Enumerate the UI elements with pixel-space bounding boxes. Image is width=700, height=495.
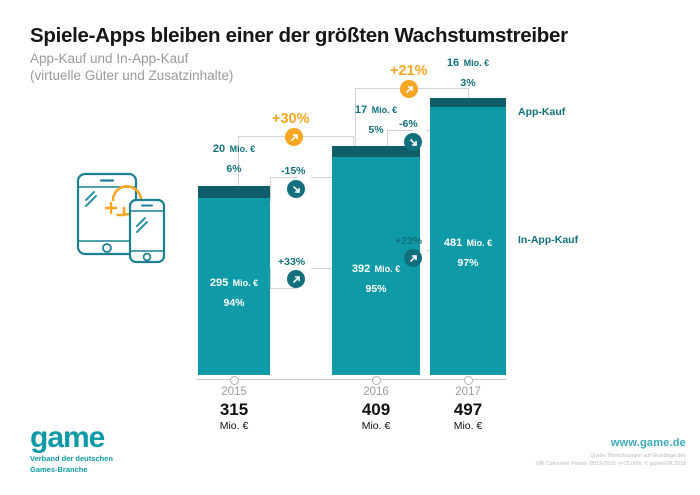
axis-group-2016: 2016 409 Mio. € — [316, 386, 436, 432]
logo-subtitle-line-1: Verband der deutschen — [30, 454, 113, 463]
bar-2017-inapp-label: 481 Mio. € 97% — [443, 237, 493, 269]
bar-2015-app-label: 20 Mio. € 6% — [212, 143, 256, 175]
logo-wordmark: game — [30, 421, 105, 454]
growth-app-2016-2017-label: -6% — [399, 118, 418, 130]
legend-label-app-kauf: App-Kauf — [518, 106, 566, 118]
axis-year-2016: 2016 — [363, 386, 389, 398]
bar-2017[interactable] — [430, 98, 506, 375]
axis-unit-2016: Mio. € — [361, 419, 391, 432]
bar-2017-app-label: 16 Mio. € 3% — [446, 57, 490, 89]
connector-app-2016-2017 — [387, 130, 414, 153]
growth-total-2016-2017-arrow-up-right-icon — [400, 80, 418, 98]
subtitle-line-1: App-Kauf und In-App-Kauf — [30, 51, 189, 66]
connector-inapp-2015-2016 — [270, 268, 297, 289]
page-title: Spiele-Apps bleiben einer der größten Wa… — [30, 24, 568, 47]
axis-line — [196, 379, 506, 380]
axis-unit-2017: Mio. € — [453, 419, 483, 432]
bar-2015-inapp-label: 295 Mio. € 94% — [209, 277, 259, 309]
source-line-1: Quelle: Berechnungen auf Grundlage des — [590, 453, 686, 459]
axis-group-2015: 2015 315 Mio. € — [174, 386, 294, 432]
logo-subtitle: Verband der deutschen Games-Branche — [30, 454, 113, 476]
growth-total-2016-2017-label: +21% — [390, 63, 428, 79]
growth-inapp-2015-2016-label: +33% — [278, 256, 306, 268]
bar-2016-app-label: 17 Mio. € 5% — [354, 104, 398, 136]
growth-inapp-2015-2016-arrow-up-right-icon — [287, 270, 305, 288]
growth-total-2015-2016-label: +30% — [272, 111, 310, 127]
bar-2015-segment-app-kauf — [198, 186, 270, 198]
axis-group-2017: 2017 497 Mio. € — [408, 386, 528, 432]
bar-2015[interactable] — [198, 186, 270, 375]
growth-total-2015-2016-arrow-up-right-icon — [285, 128, 303, 146]
axis-tick-2016 — [372, 376, 381, 385]
growth-inapp-2016-2017-label: +23% — [395, 235, 423, 247]
axis-total-2017: 497 — [453, 400, 483, 419]
source-note: Quelle: Berechnungen auf Grundlage des G… — [536, 452, 686, 468]
legend-label-in-app-kauf: In-App-Kauf — [518, 234, 579, 246]
growth-app-2015-2016-label: -15% — [281, 165, 306, 177]
axis-total-2015: 315 — [219, 400, 249, 419]
bar-2016-inapp-label: 392 Mio. € 95% — [351, 263, 401, 295]
connector-app-2015-2016 — [270, 177, 297, 201]
axis-tick-2015 — [230, 376, 239, 385]
bar-2016[interactable] — [332, 146, 420, 375]
subtitle-line-2: (virtuelle Güter und Zusatzinhalte) — [30, 68, 234, 83]
bar-2015-segment-in-app-kauf — [198, 198, 270, 375]
axis-tick-2017 — [464, 376, 473, 385]
website-link[interactable]: www.game.de — [610, 437, 686, 449]
growth-inapp-2016-2017-arrow-up-right-icon — [404, 249, 422, 267]
axis-year-2015: 2015 — [221, 386, 247, 398]
bar-2017-segment-in-app-kauf — [430, 107, 506, 375]
axis-unit-2015: Mio. € — [219, 419, 249, 432]
growth-app-2015-2016-arrow-down-right-icon — [287, 180, 305, 198]
growth-app-2016-2017-arrow-down-right-icon — [404, 133, 422, 151]
connector-total-2015-2016 — [238, 136, 289, 185]
bar-2016-segment-in-app-kauf — [332, 157, 420, 375]
game-logo: game Verband der deutschen Games-Branche — [30, 421, 113, 476]
source-line-2: GfK Consumer Panels (2013-2018; n=25.000… — [535, 461, 686, 468]
connector-total-2016-2017 — [355, 88, 404, 148]
bar-2016-segment-app-kauf — [332, 146, 420, 157]
tablet-phone-refresh-icon — [62, 162, 180, 280]
logo-subtitle-line-2: Games-Branche — [30, 464, 88, 474]
bar-2017-segment-app-kauf — [430, 98, 506, 107]
axis-year-2017: 2017 — [455, 386, 481, 398]
axis-total-2016: 409 — [361, 400, 391, 419]
